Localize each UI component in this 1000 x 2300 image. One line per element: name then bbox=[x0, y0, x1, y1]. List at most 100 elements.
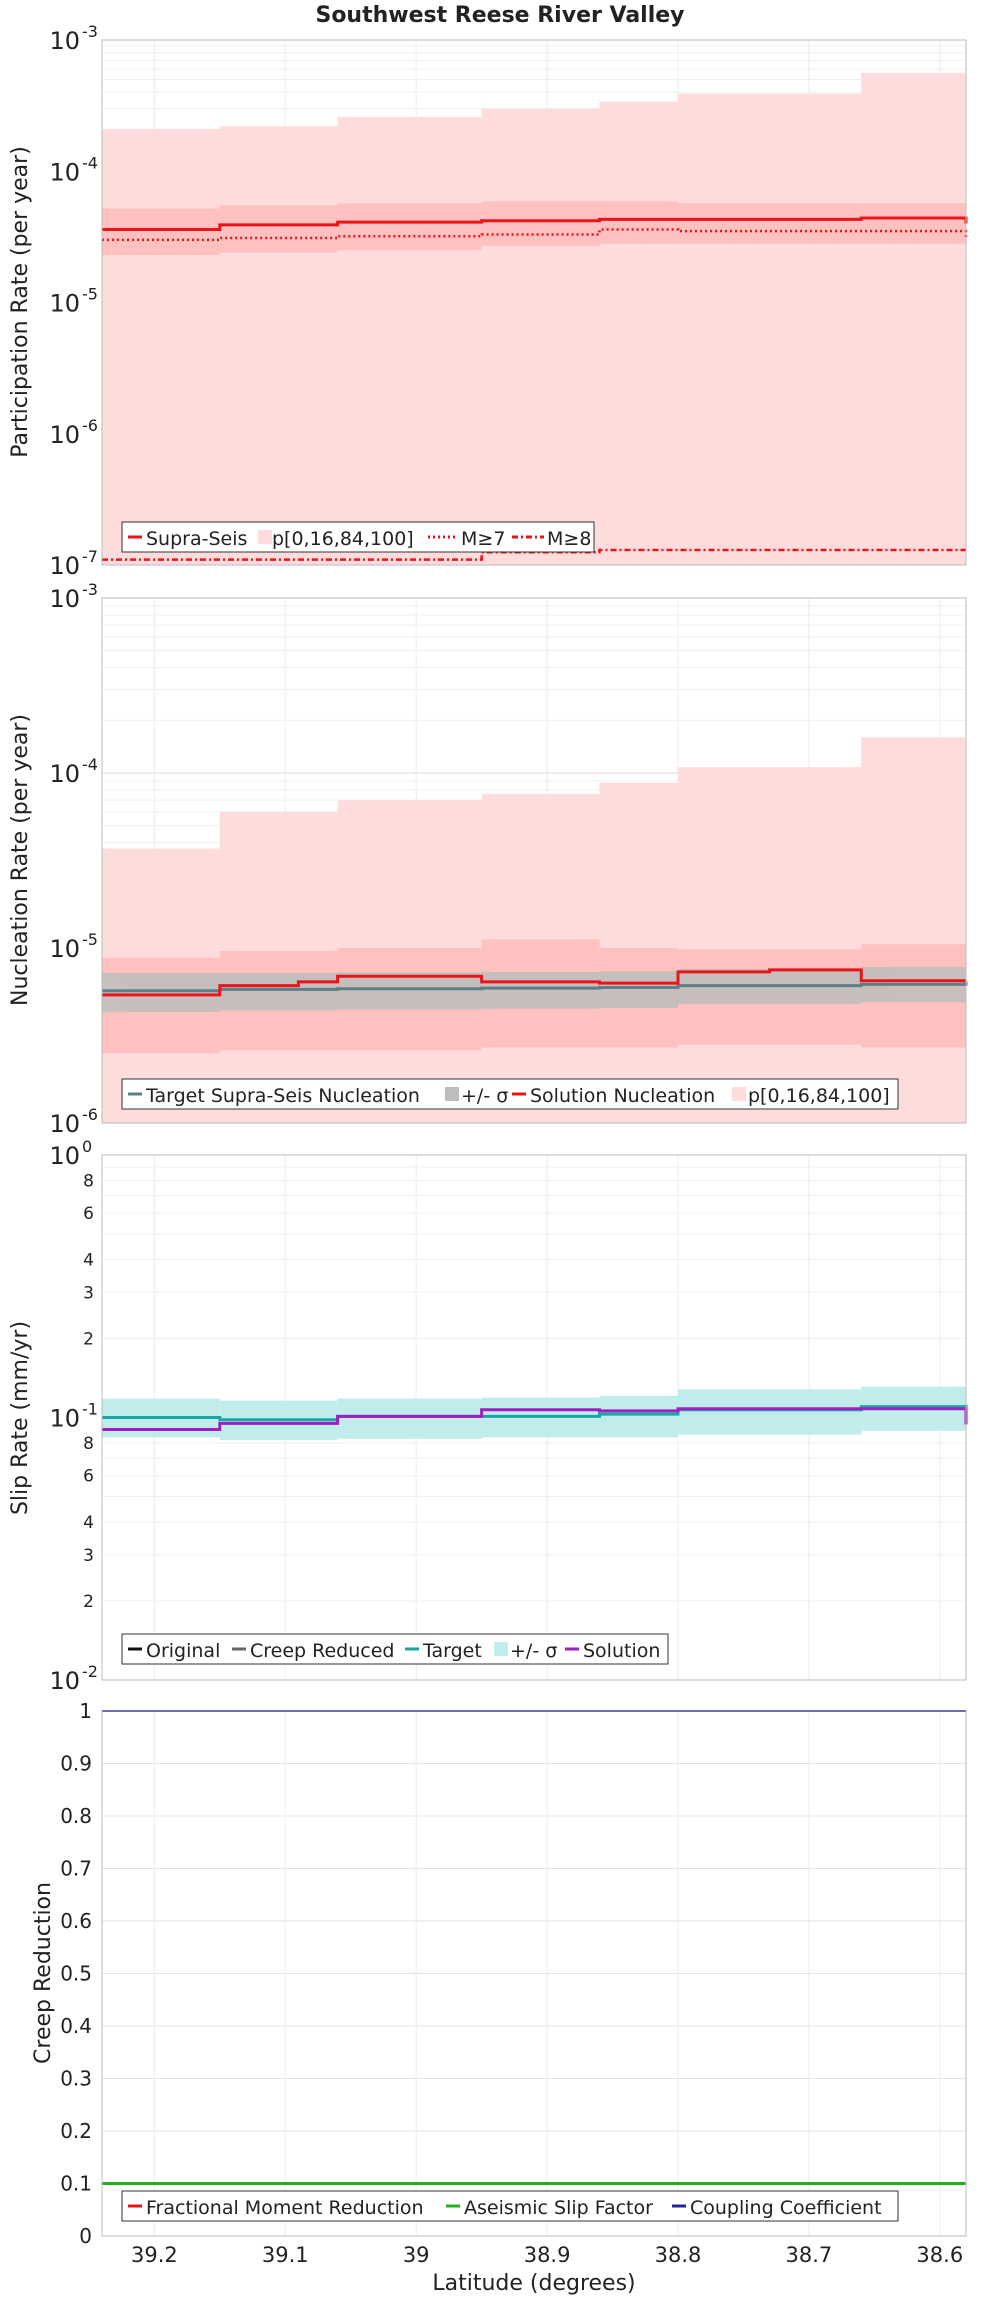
y-tick-exponent: -4 bbox=[82, 755, 98, 774]
nucleation-yticks: 10-610-510-410-3 bbox=[49, 580, 98, 1138]
y-minor-tick-label: 8 bbox=[83, 1171, 94, 1191]
x-tick-label: 38.7 bbox=[786, 2243, 833, 2267]
p-band-inner-0 bbox=[102, 208, 220, 256]
legend-label-coupling: Coupling Coefficient bbox=[690, 2197, 882, 2219]
x-tick-label: 38.9 bbox=[524, 2243, 571, 2267]
y-tick-label: 10 bbox=[49, 935, 80, 963]
p-band-inner-2 bbox=[337, 203, 482, 251]
legend-label-p-band-2: p[0,16,84,100] bbox=[748, 1085, 890, 1107]
slip-sigma-band-5 bbox=[678, 1389, 862, 1435]
participation-yticks: 10-710-610-510-410-3 bbox=[49, 22, 98, 580]
participation-marks bbox=[102, 73, 968, 566]
y-tick-label: 10 bbox=[49, 290, 80, 318]
y-tick-label: 10 bbox=[49, 1142, 80, 1170]
legend-label-m7: M≥7 bbox=[461, 528, 505, 550]
y-tick-label: 10 bbox=[49, 421, 80, 449]
legend-label-fractional-moment: Fractional Moment Reduction bbox=[146, 2197, 424, 2219]
supra-seis-line bbox=[102, 216, 968, 231]
y-tick-label: 0.6 bbox=[60, 1909, 92, 1933]
legend-label-aseismic: Aseismic Slip Factor bbox=[464, 2197, 653, 2219]
y-tick-exponent: -6 bbox=[82, 1105, 98, 1124]
p-band-outer-6 bbox=[861, 737, 966, 1123]
y-minor-tick-label: 4 bbox=[83, 1513, 94, 1533]
legend-label-m8: M≥8 bbox=[547, 528, 591, 550]
y-tick-label: 1 bbox=[79, 1699, 92, 1723]
p-band-inner-1 bbox=[219, 205, 338, 253]
slip-rate-ylabel: Slip Rate (mm/yr) bbox=[8, 1321, 33, 1515]
y-tick-label: 0.4 bbox=[60, 2014, 92, 2038]
legend-label-p-band: p[0,16,84,100] bbox=[272, 528, 414, 550]
slip-sigma-band-4 bbox=[599, 1395, 678, 1438]
nucleation-frame bbox=[101, 597, 967, 1124]
y-tick-label: 0.5 bbox=[60, 1962, 92, 1986]
slip-rate-legend: Original Creep Reduced Target +/- σ Solu… bbox=[121, 1633, 669, 1665]
m7-line bbox=[102, 228, 968, 242]
creep-legend-box bbox=[121, 2190, 899, 2222]
x-tick-label: 39 bbox=[403, 2243, 430, 2267]
y-tick-exponent: -2 bbox=[82, 1662, 98, 1681]
p-band-outer-5 bbox=[678, 93, 862, 566]
legend-label-supra-seis: Supra-Seis bbox=[146, 528, 247, 550]
sigma-band-0 bbox=[102, 972, 220, 1013]
m8-line bbox=[102, 548, 966, 561]
nucleation-marks bbox=[102, 737, 968, 1123]
x-tick-label: 38.6 bbox=[916, 2243, 963, 2267]
legend-swatch-p-band bbox=[258, 530, 272, 544]
target-slip-line bbox=[102, 1404, 968, 1422]
p-band-inner-5 bbox=[678, 203, 862, 244]
y-tick-label: 10 bbox=[49, 1110, 80, 1138]
legend-label-solution-nucleation: Solution Nucleation bbox=[530, 1085, 715, 1107]
y-tick-label: 10 bbox=[49, 585, 80, 613]
p-band-outer-2 bbox=[337, 116, 482, 566]
y-minor-tick-label: 6 bbox=[83, 1204, 94, 1224]
y-minor-tick-label: 4 bbox=[83, 1250, 94, 1270]
sigma-band-4 bbox=[599, 971, 678, 1008]
sigma-band-3 bbox=[481, 971, 600, 1009]
solution-slip-line bbox=[102, 1407, 968, 1432]
slip-rate-frame bbox=[101, 1154, 967, 1681]
y-minor-tick-label: 8 bbox=[83, 1434, 94, 1454]
nucleation-legend: Target Supra-Seis Nucleation +/- σ Solut… bbox=[121, 1078, 899, 1110]
y-tick-label: 0.9 bbox=[60, 1752, 92, 1776]
creep-yticks: 0 0.1 0.2 0.3 0.4 0.5 0.6 0.7 0.8 0.9 1 bbox=[60, 1699, 92, 2248]
y-minor-tick-label: 6 bbox=[83, 1467, 94, 1487]
p-band-outer-4 bbox=[599, 101, 678, 565]
participation-panel: 10-710-610-510-410-3 Participation Rate … bbox=[8, 22, 968, 580]
p-band-inner-3 bbox=[481, 201, 600, 246]
sigma-band-2 bbox=[337, 972, 482, 1010]
legend-label-target-nucleation: Target Supra-Seis Nucleation bbox=[145, 1085, 420, 1107]
y-tick-label: 0.7 bbox=[60, 1857, 92, 1881]
participation-frame bbox=[101, 39, 967, 566]
nucleation-legend-box bbox=[121, 1078, 899, 1110]
y-minor-tick-label: 2 bbox=[83, 1329, 94, 1349]
legend-swatch-slip-sigma bbox=[494, 1642, 508, 1656]
y-tick-exponent: -7 bbox=[82, 547, 98, 566]
x-axis-label: Latitude (degrees) bbox=[432, 2271, 635, 2296]
y-tick-exponent: -1 bbox=[82, 1400, 98, 1419]
legend-swatch-p-band-2 bbox=[732, 1087, 746, 1101]
y-minor-tick-label: 2 bbox=[83, 1592, 94, 1612]
legend-label-slip-sigma: +/- σ bbox=[510, 1640, 557, 1662]
p-band-outer-0 bbox=[102, 128, 220, 565]
p-band-outer-5 bbox=[678, 767, 862, 1123]
y-tick-label: 0.8 bbox=[60, 1804, 92, 1828]
legend-label-creep-reduced: Creep Reduced bbox=[250, 1640, 394, 1662]
legend-label-target: Target bbox=[422, 1640, 482, 1662]
y-tick-label: 0 bbox=[79, 2224, 92, 2248]
nucleation-ylabel: Nucleation Rate (per year) bbox=[8, 714, 33, 1006]
nucleation-panel: 10-610-510-410-3 Nucleation Rate (per ye… bbox=[8, 580, 968, 1138]
y-tick-exponent: 0 bbox=[82, 1137, 92, 1156]
p-band-outer-3 bbox=[481, 108, 600, 565]
p-band-outer-1 bbox=[219, 126, 338, 566]
y-minor-tick-label: 3 bbox=[83, 1283, 94, 1303]
y-tick-exponent: -5 bbox=[82, 930, 98, 949]
legend-label-solution: Solution bbox=[583, 1640, 660, 1662]
y-tick-label: 10 bbox=[49, 552, 80, 580]
y-tick-label: 0.2 bbox=[60, 2119, 92, 2143]
slip-sigma-band-2 bbox=[337, 1398, 482, 1439]
y-tick-exponent: -5 bbox=[82, 285, 98, 304]
creep-frame bbox=[101, 1710, 967, 2237]
y-tick-exponent: -3 bbox=[82, 580, 98, 599]
y-tick-label: 10 bbox=[49, 1667, 80, 1695]
